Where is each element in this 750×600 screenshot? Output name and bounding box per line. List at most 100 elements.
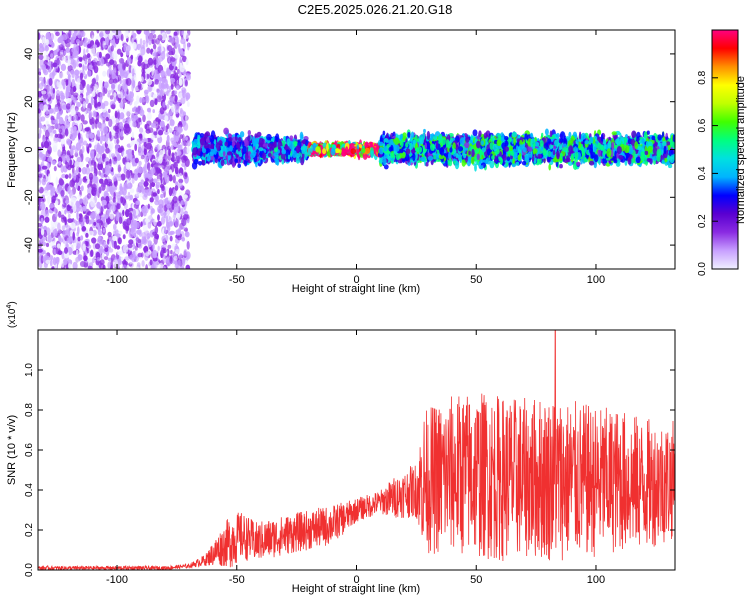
heatmap-cell (181, 217, 187, 227)
heatmap-cell (134, 157, 139, 164)
heatmap-cell (80, 114, 85, 122)
heatmap-cell (95, 181, 99, 189)
heatmap-cell (112, 175, 118, 182)
heatmap-cell (75, 84, 81, 90)
heatmap-cell (107, 178, 113, 184)
heatmap-cell (187, 101, 190, 108)
heatmap-cell (47, 157, 52, 163)
heatmap-cell (131, 177, 135, 184)
heatmap-cell (73, 92, 79, 98)
heatmap-cell (68, 173, 72, 179)
heatmap-cell (123, 123, 130, 129)
heatmap-cell (163, 64, 167, 71)
heatmap-cell (162, 242, 167, 250)
heatmap-cell (49, 203, 55, 209)
heatmap-cell (176, 68, 180, 74)
heatmap-cell (96, 130, 101, 137)
heatmap-cell (185, 79, 188, 87)
heatmap-cell (134, 101, 138, 107)
heatmap-cell (44, 216, 50, 223)
heatmap-cell (68, 237, 73, 242)
heatmap-cell (176, 144, 181, 149)
heatmap-cell (116, 202, 119, 211)
heatmap-cell (172, 175, 176, 184)
heatmap-cell (67, 259, 73, 266)
heatmap-cell (98, 186, 102, 194)
heatmap-cell (114, 55, 118, 61)
heatmap-cell (99, 92, 104, 100)
heatmap-cell (247, 135, 251, 142)
heatmap-cell (102, 44, 108, 49)
heatmap-cell (131, 82, 134, 92)
heatmap-cell (107, 93, 111, 98)
heatmap-cell (53, 165, 57, 172)
heatmap-cell (164, 226, 167, 234)
heatmap-cell (83, 140, 88, 146)
heatmap-cell (164, 174, 170, 184)
heatmap-cell (81, 145, 85, 154)
heatmap-cell (152, 109, 155, 114)
heatmap-cell (78, 213, 83, 218)
heatmap-cell (57, 250, 63, 256)
heatmap-cell (51, 160, 56, 166)
heatmap-cell (117, 164, 122, 173)
heatmap-cell (180, 265, 185, 269)
heatmap-cell (192, 147, 198, 156)
heatmap-cell (119, 107, 124, 112)
heatmap-cell (56, 89, 60, 97)
heatmap-cell (152, 249, 158, 259)
heatmap-cell (86, 193, 92, 199)
heatmap-cell (302, 144, 306, 153)
heatmap-cell (99, 57, 105, 67)
heatmap-cell (152, 57, 157, 66)
heatmap-cell (113, 240, 117, 250)
heatmap-cell (174, 108, 179, 115)
heatmap-cell (76, 101, 81, 108)
heatmap-cell (180, 200, 183, 206)
heatmap-cell (160, 193, 164, 199)
heatmap-cell (137, 252, 143, 258)
heatmap-cell (183, 249, 188, 257)
heatmap-cell (106, 163, 113, 171)
heatmap-cell (175, 85, 180, 91)
heatmap-cell (139, 38, 143, 46)
heatmap-cell (95, 243, 100, 250)
heatmap-cell (178, 182, 183, 189)
heatmap-cell (93, 221, 97, 226)
heatmap-cell (72, 231, 75, 241)
heatmap-cell (156, 220, 162, 227)
heatmap-cell (133, 114, 139, 120)
heatmap-cell (170, 137, 175, 143)
heatmap-cell (179, 65, 185, 73)
heatmap-cell (38, 54, 44, 60)
heatmap-cell (272, 136, 275, 142)
heatmap-cell (269, 143, 273, 152)
heatmap-cell (105, 147, 110, 154)
heatmap-cell (60, 190, 65, 197)
heatmap-cell (140, 46, 146, 56)
heatmap-cell (115, 68, 119, 77)
heatmap-cell (41, 178, 47, 186)
heatmap-cell (112, 132, 116, 137)
heatmap-cell (151, 123, 157, 128)
heatmap-cell (108, 142, 114, 151)
heatmap-cell (119, 69, 123, 74)
heatmap-cell (40, 202, 46, 211)
heatmap-cell (155, 181, 161, 188)
heatmap-cell (151, 67, 154, 76)
heatmap-cell (155, 73, 160, 80)
heatmap-cell (65, 161, 70, 169)
heatmap-cell (67, 139, 71, 147)
heatmap-cell (88, 230, 94, 236)
heatmap-cell (165, 79, 168, 87)
heatmap-cell (114, 110, 118, 119)
heatmap-cell (209, 152, 214, 157)
heatmap-cell (318, 149, 322, 154)
heatmap-cell (81, 226, 87, 232)
heatmap-cell (200, 151, 203, 157)
heatmap-cell (110, 104, 116, 110)
heatmap-cell (75, 108, 79, 114)
heatmap-cell (60, 63, 67, 71)
heatmap-cell (132, 120, 137, 128)
heatmap-cell (289, 135, 294, 140)
